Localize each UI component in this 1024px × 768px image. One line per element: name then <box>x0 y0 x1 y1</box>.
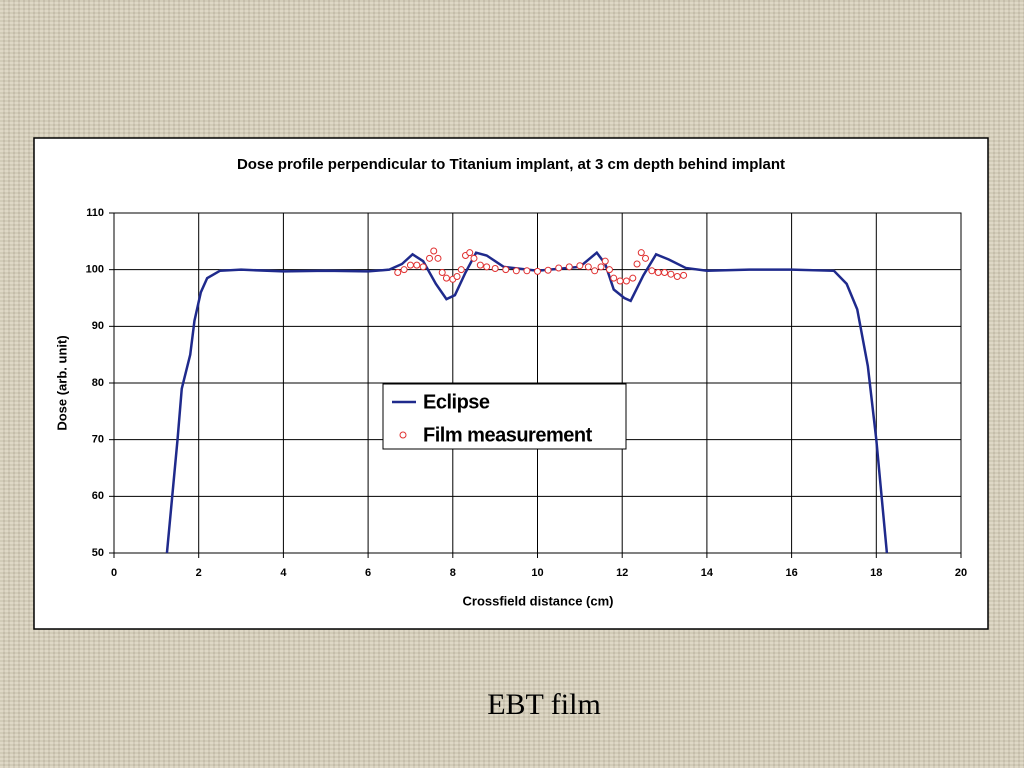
scatter-point <box>673 272 681 280</box>
scatter-point <box>502 266 510 274</box>
scatter-point <box>413 261 421 269</box>
chart-title: Dose profile perpendicular to Titanium i… <box>237 156 785 173</box>
caption: EBT film <box>487 688 601 721</box>
x-axis-label: Crossfield distance (cm) <box>463 593 614 608</box>
scatter-point <box>680 271 688 279</box>
scatter-point <box>616 277 624 285</box>
scatter-point <box>641 254 649 262</box>
scatter-point <box>629 274 637 282</box>
y-axis-label: Dose (arb. unit) <box>54 335 69 430</box>
scatter-point <box>453 272 461 280</box>
scatter-point <box>434 254 442 262</box>
scatter-point <box>648 267 656 275</box>
scatter-point <box>637 249 645 257</box>
legend <box>382 383 627 450</box>
chart: Dose profile perpendicular to Titanium i… <box>33 137 989 630</box>
scatter-point <box>605 266 613 274</box>
x-tick-label: 16 <box>785 567 797 579</box>
scatter-point <box>576 262 584 270</box>
scatter-point <box>565 263 573 271</box>
y-tick-label: 60 <box>92 490 104 502</box>
scatter-point <box>523 267 531 275</box>
x-tick-label: 10 <box>531 567 543 579</box>
x-tick-label: 14 <box>701 567 714 579</box>
scatter-point <box>610 274 618 282</box>
scatter-point <box>491 265 499 273</box>
scatter-point <box>394 269 402 276</box>
line-series <box>165 250 889 553</box>
legend-label: Eclipse <box>423 391 490 413</box>
x-tick-label: 20 <box>955 567 967 579</box>
scatter-point <box>442 274 450 282</box>
legend-swatch <box>399 431 407 439</box>
x-tick-label: 4 <box>280 567 287 579</box>
scatter-point <box>555 264 563 272</box>
scatter-point <box>476 261 484 269</box>
scatter-point <box>483 263 491 271</box>
x-tick-label: 0 <box>111 567 117 579</box>
scatter-point <box>470 254 478 262</box>
scatter-point <box>512 267 520 275</box>
scatter-point <box>400 266 408 274</box>
x-tick-label: 12 <box>616 567 628 579</box>
scatter-point <box>661 269 669 276</box>
scatter-point <box>466 249 474 257</box>
legend-label: Film measurement <box>423 424 593 446</box>
scatter-point <box>534 267 541 275</box>
scatter-point <box>544 266 552 274</box>
y-tick-label: 70 <box>92 434 104 446</box>
x-tick-label: 8 <box>450 567 456 579</box>
scatter-point <box>430 247 438 255</box>
x-tick-label: 6 <box>365 567 371 579</box>
scatter-point <box>406 261 414 269</box>
scatter-point <box>591 267 599 275</box>
scatter-point <box>419 263 427 271</box>
x-tick-label: 18 <box>870 567 882 579</box>
scatter-point <box>633 260 641 268</box>
y-tick-label: 110 <box>86 207 104 219</box>
scatter-point <box>667 270 675 278</box>
scatter-point <box>622 277 630 285</box>
scatter-point <box>457 266 465 274</box>
scatter-point <box>597 263 605 271</box>
scatter-point <box>654 269 662 276</box>
x-tick-label: 2 <box>196 567 202 579</box>
scatter-point <box>426 254 434 262</box>
scatter-point <box>438 269 446 276</box>
scatter-point <box>584 263 592 271</box>
y-tick-label: 50 <box>92 547 104 559</box>
scatter-point <box>601 257 609 265</box>
y-tick-label: 80 <box>92 377 104 389</box>
y-tick-label: 100 <box>86 264 104 276</box>
y-tick-label: 90 <box>92 320 104 332</box>
